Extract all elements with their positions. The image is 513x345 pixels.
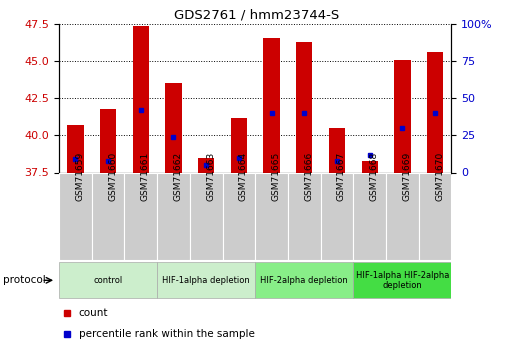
- Bar: [321, 172, 353, 260]
- Bar: [263, 38, 280, 172]
- Bar: [255, 263, 353, 298]
- Bar: [59, 172, 92, 260]
- Bar: [231, 118, 247, 172]
- Bar: [92, 172, 125, 260]
- Bar: [67, 125, 84, 172]
- Bar: [329, 128, 345, 172]
- Text: HIF-2alpha depletion: HIF-2alpha depletion: [261, 276, 348, 285]
- Bar: [157, 172, 190, 260]
- Text: GSM71669: GSM71669: [402, 151, 411, 201]
- Text: HIF-1alpha HIF-2alpha
depletion: HIF-1alpha HIF-2alpha depletion: [356, 270, 449, 290]
- Bar: [124, 172, 157, 260]
- Bar: [288, 172, 321, 260]
- Text: GSM71661: GSM71661: [141, 151, 150, 201]
- Bar: [419, 172, 451, 260]
- Bar: [190, 172, 223, 260]
- Text: control: control: [93, 276, 123, 285]
- Bar: [165, 83, 182, 172]
- Bar: [59, 263, 157, 298]
- Bar: [362, 161, 378, 172]
- Bar: [386, 172, 419, 260]
- Bar: [100, 109, 116, 172]
- Bar: [394, 60, 410, 172]
- Text: HIF-1alpha depletion: HIF-1alpha depletion: [162, 276, 250, 285]
- Text: percentile rank within the sample: percentile rank within the sample: [78, 329, 254, 339]
- Bar: [427, 52, 443, 172]
- Bar: [223, 172, 255, 260]
- Text: GSM71668: GSM71668: [370, 151, 379, 201]
- Text: GSM71667: GSM71667: [337, 151, 346, 201]
- Text: GSM71664: GSM71664: [239, 151, 248, 200]
- Text: GSM71665: GSM71665: [271, 151, 281, 201]
- Bar: [198, 158, 214, 172]
- Bar: [353, 263, 451, 298]
- Bar: [353, 172, 386, 260]
- Text: GSM71662: GSM71662: [173, 151, 183, 200]
- Text: GSM71660: GSM71660: [108, 151, 117, 201]
- Bar: [255, 172, 288, 260]
- Bar: [157, 263, 255, 298]
- Text: GSM71663: GSM71663: [206, 151, 215, 201]
- Text: GDS2761 / hmm23744-S: GDS2761 / hmm23744-S: [174, 9, 339, 22]
- Bar: [132, 26, 149, 172]
- Text: protocol: protocol: [3, 275, 45, 285]
- Text: count: count: [78, 308, 108, 318]
- Text: GSM71670: GSM71670: [435, 151, 444, 201]
- Text: GSM71659: GSM71659: [75, 151, 84, 201]
- Bar: [296, 42, 312, 172]
- Text: GSM71666: GSM71666: [304, 151, 313, 201]
